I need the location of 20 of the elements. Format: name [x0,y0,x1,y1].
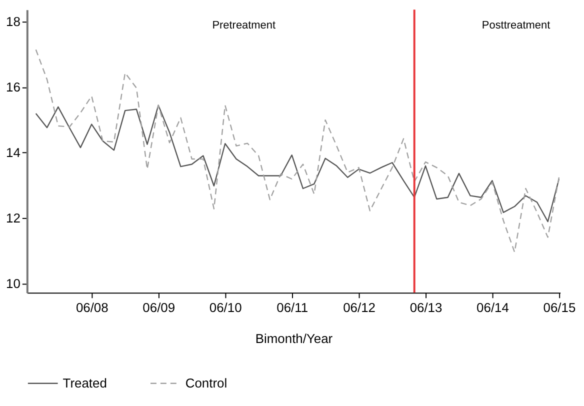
x-tick-label: 06/09 [142,300,176,316]
y-tick-label: 12 [6,210,20,226]
y-tick-label: 16 [6,79,20,94]
y-tick-label: 18 [6,14,20,29]
x-tick-label: 06/12 [343,300,376,316]
x-tick-label: 06/13 [410,300,442,316]
y-tick-label: 14 [6,144,20,160]
annotation: Posttreatment [482,20,550,32]
line-series [35,49,560,253]
line-series [35,104,560,222]
x-axis-title: Bimonth/Year [255,331,334,346]
x-tick-label: 06/15 [543,300,576,316]
y-tick-label: 10 [6,276,20,291]
x-tick-label: 06/11 [276,300,308,316]
annotation: Pretreatment [212,20,276,32]
legend-label: Treated [62,375,107,390]
x-tick-label: 06/08 [76,300,108,316]
x-tick-label: 06/10 [209,300,242,316]
legend-label: Control [185,375,228,390]
x-tick-label: 06/14 [476,300,509,316]
